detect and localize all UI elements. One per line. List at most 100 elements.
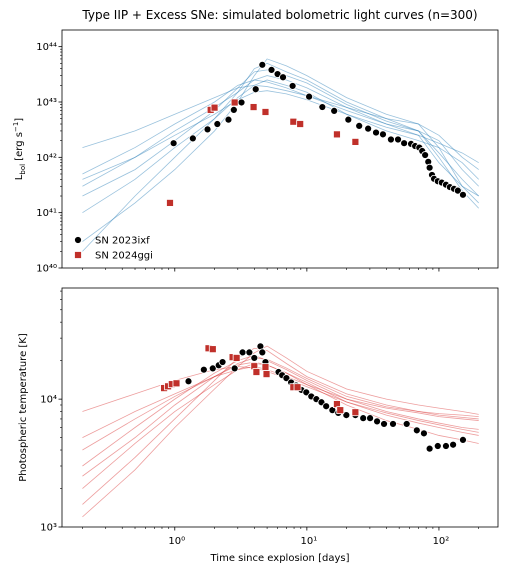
data-point bbox=[442, 442, 450, 450]
data-point bbox=[208, 345, 217, 354]
data-point bbox=[249, 103, 258, 111]
data-point bbox=[336, 406, 345, 415]
data-point bbox=[237, 98, 246, 107]
data-point bbox=[402, 420, 411, 428]
data-point bbox=[296, 120, 305, 128]
data-point bbox=[230, 364, 239, 373]
data-point bbox=[213, 120, 222, 128]
data-point bbox=[293, 383, 302, 392]
y-tick-label: 10⁴¹ bbox=[36, 208, 57, 219]
data-point bbox=[218, 358, 227, 366]
simulated-curve bbox=[82, 361, 479, 451]
data-point bbox=[459, 190, 467, 199]
data-point bbox=[394, 135, 402, 144]
data-point bbox=[459, 435, 467, 444]
label-exp: −1 bbox=[12, 122, 20, 132]
data-point bbox=[258, 60, 267, 69]
data-point bbox=[330, 107, 339, 115]
data-point bbox=[355, 121, 364, 130]
data-point bbox=[400, 139, 409, 148]
label-unit: [erg s bbox=[14, 132, 25, 164]
data-point bbox=[305, 92, 314, 101]
axes-frame bbox=[61, 29, 499, 269]
simulated-curve bbox=[82, 354, 479, 467]
data-point bbox=[389, 420, 397, 428]
data-point bbox=[351, 408, 360, 417]
data-point bbox=[425, 444, 434, 453]
simulated-curve bbox=[82, 363, 479, 489]
data-point bbox=[433, 442, 442, 450]
data-point bbox=[279, 73, 287, 82]
data-point bbox=[425, 163, 434, 172]
data-point bbox=[289, 117, 298, 126]
y-tick-label: 10⁴² bbox=[36, 153, 57, 164]
x-tick-label: 10⁰ bbox=[168, 536, 185, 547]
data-point bbox=[282, 374, 291, 383]
data-point bbox=[199, 365, 208, 374]
plot-area bbox=[82, 58, 479, 252]
legend-label: SN 2024ggi bbox=[95, 251, 153, 262]
data-point bbox=[333, 130, 341, 139]
data-point bbox=[351, 138, 360, 146]
data-point bbox=[252, 368, 261, 376]
simulated-curve bbox=[82, 357, 479, 477]
data-point bbox=[172, 379, 181, 388]
plot-area bbox=[82, 342, 479, 518]
y-tick-label: 10⁴³ bbox=[36, 97, 57, 108]
x-tick-label: 10² bbox=[433, 536, 450, 547]
simulated-curve bbox=[82, 69, 479, 209]
data-point bbox=[387, 135, 395, 144]
data-point bbox=[184, 377, 193, 386]
data-point bbox=[364, 124, 373, 133]
data-point bbox=[342, 411, 351, 420]
data-point bbox=[203, 125, 212, 134]
data-point bbox=[224, 115, 233, 124]
data-point bbox=[421, 151, 430, 159]
data-point bbox=[453, 186, 462, 195]
simulated-curve bbox=[82, 345, 479, 518]
data-point bbox=[379, 130, 387, 139]
legend-marker bbox=[74, 236, 82, 244]
data-point bbox=[250, 354, 259, 362]
data-point bbox=[322, 402, 331, 411]
simulated-curve bbox=[82, 90, 479, 180]
data-point bbox=[359, 414, 368, 423]
data-point bbox=[188, 134, 197, 143]
simulated-curve bbox=[82, 84, 479, 170]
axes-frame bbox=[61, 287, 499, 528]
data-point bbox=[267, 66, 276, 74]
data-point bbox=[420, 429, 428, 438]
data-point bbox=[258, 348, 267, 357]
legend-label: SN 2023ixf bbox=[95, 236, 150, 247]
data-point bbox=[262, 370, 271, 378]
data-point bbox=[366, 414, 374, 423]
data-point bbox=[230, 98, 239, 107]
simulated-curve bbox=[82, 79, 479, 213]
y-axis-label: Photospheric temperature [K] bbox=[18, 333, 29, 482]
data-point bbox=[208, 364, 217, 373]
y-tick-label: 10⁴⁴ bbox=[36, 42, 57, 53]
simulated-curve bbox=[82, 62, 479, 252]
simulated-curve bbox=[82, 79, 479, 187]
x-tick-label: 10¹ bbox=[300, 536, 317, 547]
data-point bbox=[288, 82, 297, 90]
legend-marker bbox=[74, 251, 82, 259]
chart-title: Type IIP + Excess SNe: simulated bolomet… bbox=[81, 8, 477, 22]
data-point bbox=[412, 426, 421, 435]
simulated-curve bbox=[82, 347, 479, 505]
data-point bbox=[251, 85, 260, 94]
y-tick-label: 10³ bbox=[40, 523, 57, 534]
label-base: L bbox=[14, 174, 25, 180]
data-point bbox=[373, 417, 381, 426]
y-tick-label: 10⁴⁰ bbox=[36, 264, 57, 275]
simulated-curve bbox=[82, 75, 479, 197]
data-point bbox=[245, 348, 254, 357]
x-axis-label: Time since explosion [days] bbox=[210, 553, 350, 564]
data-point bbox=[232, 354, 241, 362]
data-point bbox=[169, 139, 178, 148]
data-point bbox=[166, 199, 174, 207]
simulated-curve bbox=[82, 58, 479, 242]
data-point bbox=[372, 128, 380, 137]
data-point bbox=[229, 105, 238, 114]
